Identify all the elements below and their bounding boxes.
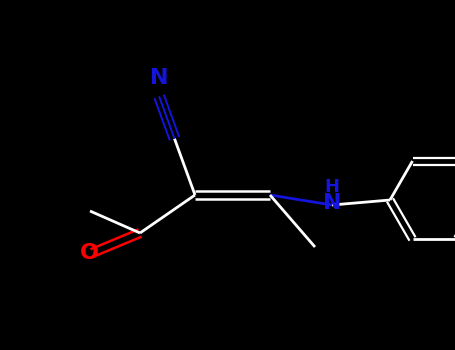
Text: O: O [80, 243, 98, 263]
Text: H: H [324, 178, 339, 196]
Text: N: N [150, 68, 168, 88]
Text: N: N [323, 193, 341, 213]
